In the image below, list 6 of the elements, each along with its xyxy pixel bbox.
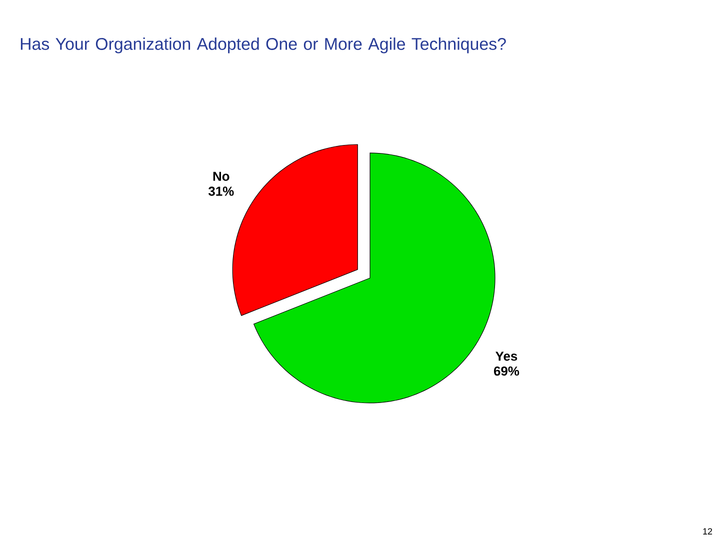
slice-label: No: [213, 172, 230, 181]
data-label: 69%: [494, 366, 520, 376]
data-label: 31%: [208, 186, 234, 196]
chart-title: Has Your Organization Adopted One or More Agile Techniques?: [20, 38, 506, 54]
text: 12: [703, 528, 712, 534]
slice-label: Yes: [496, 352, 518, 361]
